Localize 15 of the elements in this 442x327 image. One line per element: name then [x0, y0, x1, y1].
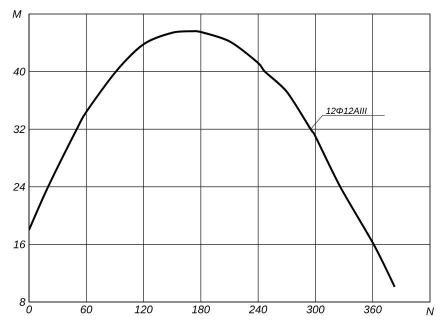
y-tick-label: 8 — [20, 298, 26, 306]
x-tick-label: 180 — [192, 306, 210, 314]
x-tick-label: 240 — [248, 306, 268, 314]
y-tick-label: 32 — [13, 125, 26, 134]
y-axis-title: M — [12, 10, 22, 18]
y-tick-label: 16 — [14, 240, 26, 248]
x-tick-label: 0 — [26, 306, 32, 314]
annotation: 12Φ12AIII — [326, 108, 367, 114]
x-tick-label: 60 — [80, 306, 92, 314]
y-tick-label: 40 — [13, 68, 26, 76]
x-tick-label: 360 — [364, 306, 382, 314]
x-tick-label: 300 — [306, 306, 325, 314]
y-tick-label: 24 — [13, 182, 26, 191]
x-tick-label: 120 — [134, 306, 153, 314]
x-axis-title: N — [426, 308, 434, 316]
